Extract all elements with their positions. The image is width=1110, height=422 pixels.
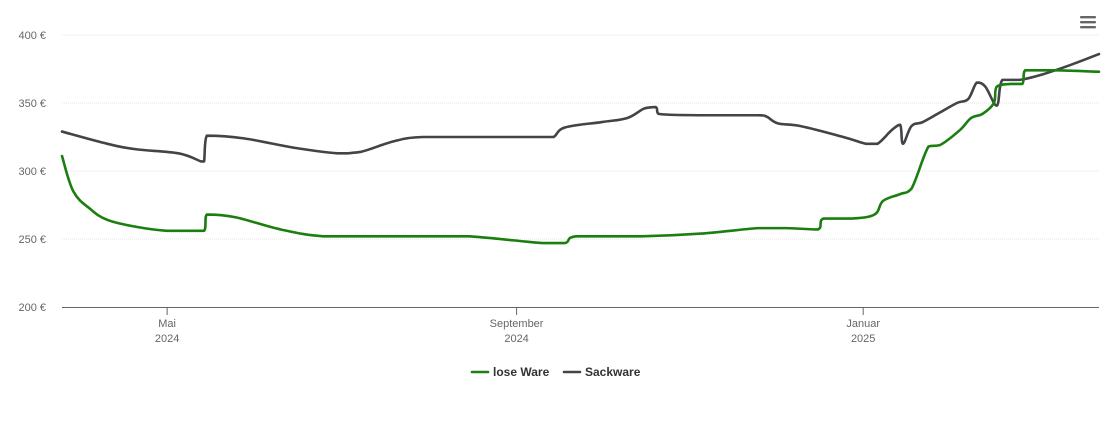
x-tick-label-month: September [490, 318, 544, 330]
y-tick-label: 350 € [18, 98, 46, 110]
legend-label-sackware[interactable]: Sackware [585, 365, 641, 379]
grid-layer [62, 34, 1099, 240]
series-line-lose-ware [60, 69, 1101, 245]
y-tick-label: 300 € [18, 166, 46, 178]
chart-menu-button[interactable] [1079, 14, 1097, 30]
hamburger-menu-icon[interactable] [1080, 16, 1096, 29]
y-tick-label: 400 € [18, 30, 46, 42]
x-tick-label-year: 2024 [155, 333, 179, 345]
x-tick-label-month: Januar [846, 318, 880, 330]
axis-layer: 200 € 250 € 300 € 350 € 400 € Mai 2024 Septembe… [18, 30, 1099, 345]
legend-item-lose-ware[interactable]: lose Ware [470, 365, 550, 379]
legend[interactable]: lose Ware Sackware [470, 365, 641, 379]
series-layer [60, 52, 1101, 245]
legend-label-lose-ware[interactable]: lose Ware [493, 365, 550, 379]
x-tick-label-year: 2025 [851, 333, 875, 345]
x-tick-label-month: Mai [158, 318, 176, 330]
series-line-sackware [60, 52, 1101, 163]
y-tick-label: 200 € [18, 302, 46, 314]
legend-item-sackware[interactable]: Sackware [562, 365, 641, 379]
y-tick-label: 250 € [18, 234, 46, 246]
x-tick-label-year: 2024 [504, 333, 528, 345]
